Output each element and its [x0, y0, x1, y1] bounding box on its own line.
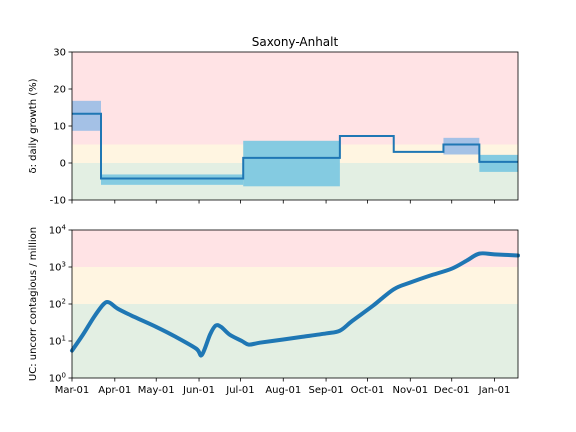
x-tick-label: Aug-01 — [265, 385, 301, 396]
x-tick-label: Sep-01 — [308, 385, 343, 396]
x-tick-label: Jun-01 — [182, 385, 215, 396]
x-tick-label: May-01 — [138, 385, 175, 396]
confidence-band-0 — [72, 100, 101, 131]
tick-exponent: 2 — [62, 298, 66, 306]
chart-title: Saxony-Anhalt — [252, 35, 339, 49]
confidence-band-1 — [100, 174, 244, 185]
tick-base: 10 — [49, 374, 62, 385]
y-tick-label: 101 — [49, 335, 66, 348]
y-tick-label: 103 — [49, 261, 66, 274]
contagious-y-axis-label: UC: uncorr contagious / million — [28, 227, 39, 381]
y-tick-label: 104 — [49, 224, 67, 237]
tick-base: 10 — [49, 263, 62, 274]
y-tick-label: 0 — [60, 159, 66, 170]
growth-y-axis-label: δ: daily growth (%) — [28, 78, 39, 173]
y-tick-label: 30 — [53, 48, 66, 59]
growth-y-axis: -10 0 10 20 30 — [50, 48, 72, 207]
risk-band-0 — [72, 230, 518, 267]
y-tick-label: 10 — [53, 122, 66, 133]
tick-base: 10 — [49, 226, 62, 237]
x-tick-label: Jul-01 — [225, 385, 254, 396]
x-tick-label: Mar-01 — [55, 385, 90, 396]
y-tick-label: 20 — [53, 85, 66, 96]
confidence-band-6 — [479, 154, 518, 172]
tick-base: 10 — [49, 300, 62, 311]
growth-confidence-bands — [72, 100, 518, 187]
x-tick-label: Oct-01 — [351, 385, 385, 396]
confidence-band-5 — [443, 137, 480, 155]
contagious-x-axis: Mar-01 Apr-01 May-01 Jun-01 Jul-01 Aug-01 Sep-… — [55, 378, 511, 396]
x-tick-label: Dec-01 — [434, 385, 470, 396]
contagious-line — [70, 251, 520, 358]
growth-x-axis — [71, 200, 495, 204]
y-tick-label: 100 — [49, 372, 66, 385]
growth-step-line — [72, 112, 518, 180]
tick-exponent: 0 — [62, 372, 66, 380]
growth-panel: -10 0 10 20 30 Saxony-Anhalt δ: daily growth… — [28, 35, 519, 207]
tick-exponent: 3 — [62, 261, 66, 269]
confidence-band-2 — [243, 140, 340, 187]
growth-series — [72, 112, 518, 180]
risk-band-2 — [72, 304, 518, 378]
risk-band-1 — [72, 267, 518, 304]
x-tick-label: Nov-01 — [393, 385, 429, 396]
contagious-risk-bands — [72, 230, 518, 378]
y-tick-label: -10 — [50, 196, 66, 207]
x-tick-label: Apr-01 — [98, 385, 131, 396]
tick-exponent: 1 — [62, 335, 66, 343]
y-tick-label: 102 — [49, 298, 66, 311]
risk-band-0 — [72, 52, 518, 145]
x-tick-label: Jan-01 — [478, 385, 511, 396]
contagious-series — [70, 251, 520, 358]
tick-base: 10 — [49, 337, 62, 348]
tick-exponent: 4 — [62, 224, 67, 232]
